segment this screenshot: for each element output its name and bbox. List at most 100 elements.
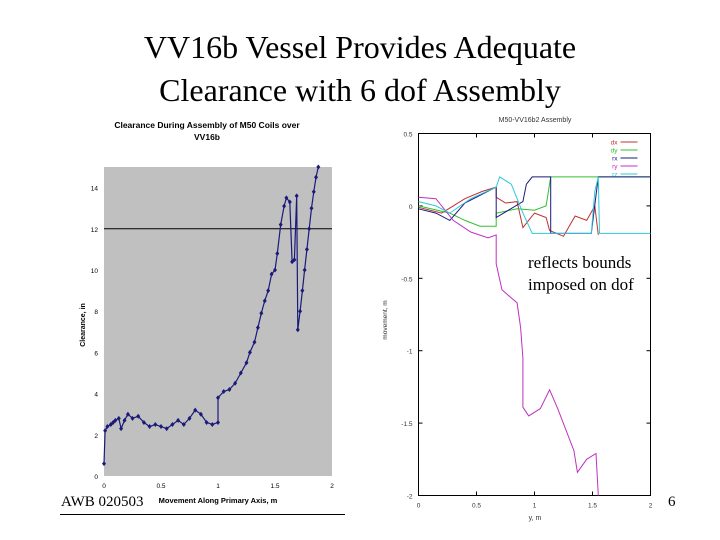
y-tick-label: 2 (94, 433, 98, 440)
data-point (210, 422, 215, 427)
y-tick-label: 0.5 (403, 132, 412, 139)
data-point (259, 310, 264, 316)
y-tick-label: 4 (94, 392, 98, 399)
dof-movement-chart: M50-VV16b2 Assembly 0.5 0 -0.5 -1 -1.5 -2 0 0.5… (382, 117, 653, 522)
data-point (292, 257, 297, 263)
y-tick-label: -0.5 (401, 276, 413, 283)
series-line-ry (418, 196, 599, 496)
y-tick-label: -1.5 (401, 421, 413, 428)
data-point (244, 360, 249, 366)
data-point (314, 174, 319, 180)
data-point (294, 193, 299, 199)
x-tick-label: 1.5 (270, 483, 279, 490)
x-axis-label: Movement Along Primary Axis, m (159, 496, 278, 505)
data-point (227, 386, 232, 392)
slide-title-line2: Clearance with 6 dof Assembly (159, 72, 561, 108)
data-point (233, 380, 238, 386)
y-axis-label: movement, m (382, 300, 389, 339)
x-axis-label: y, m (529, 515, 542, 522)
data-point (309, 205, 314, 211)
data-point (122, 417, 127, 423)
data-point (266, 288, 271, 294)
data-point (278, 222, 283, 228)
x-tick-label: 1 (216, 483, 220, 490)
clearance-chart: Clearance During Assembly of M50 Coils o… (80, 120, 334, 505)
data-point (193, 407, 198, 413)
data-point (125, 411, 130, 417)
data-point (102, 461, 106, 467)
data-point (262, 298, 267, 304)
chart-title-line1: Clearance During Assembly of M50 Coils o… (114, 120, 300, 130)
y-tick-label: -2 (407, 494, 413, 501)
data-point (116, 415, 121, 421)
legend-label: ry (612, 164, 618, 171)
data-point (304, 246, 309, 252)
series-line-rz (418, 176, 651, 234)
y-tick-label: 6 (94, 350, 98, 357)
y-tick-label: 0 (94, 474, 98, 481)
data-point (273, 267, 277, 273)
data-point (295, 327, 300, 333)
chart-title-line2: VV16b (194, 132, 220, 142)
footer-text: AWB 020503 (61, 494, 144, 510)
annotation: reflects bounds imposed on dof (528, 252, 634, 296)
data-point (141, 419, 146, 425)
data-point (159, 424, 163, 430)
data-point (176, 417, 181, 423)
data-point (284, 195, 289, 201)
data-point (216, 395, 220, 401)
x-tick-label: 2 (330, 483, 334, 490)
y-axis-label: Clearance, in (80, 303, 87, 347)
y-tick-label: 12 (91, 227, 99, 234)
y-tick-label: 0 (409, 204, 413, 211)
footer-rule (60, 514, 345, 515)
data-point (252, 339, 257, 345)
x-tick-label: 0.5 (156, 483, 165, 490)
slide-title-line1: VV16b Vessel Provides Adequate (143, 29, 577, 65)
data-point (105, 424, 110, 430)
legend-label: rz (612, 172, 617, 179)
data-point (282, 203, 287, 209)
data-point (164, 426, 169, 432)
data-point (130, 415, 135, 421)
x-tick-label: 0 (417, 503, 421, 510)
x-tick-label: 0 (102, 483, 106, 490)
x-tick-label: 1 (533, 503, 537, 510)
data-point (287, 199, 292, 205)
data-point (153, 422, 158, 427)
data-point (136, 413, 141, 419)
x-tick-label: 2 (649, 503, 653, 510)
data-point (247, 349, 252, 355)
data-point (300, 288, 305, 294)
series-line (103, 166, 319, 464)
series-line-dx (418, 186, 599, 237)
y-tick-label: 14 (91, 186, 99, 193)
data-point (204, 419, 209, 425)
data-point (216, 419, 220, 425)
data-point (298, 308, 303, 314)
plot-frame (418, 133, 651, 496)
legend-label: dx (611, 140, 619, 147)
data-point (103, 428, 108, 434)
chart-title: M50-VV16b2 Assembly (499, 117, 572, 124)
data-point (187, 415, 192, 421)
data-point (316, 164, 321, 170)
data-point (255, 325, 260, 331)
data-point (307, 226, 312, 232)
data-point (302, 267, 307, 273)
data-point (198, 411, 203, 417)
y-tick-label: -1 (407, 349, 413, 356)
data-point (238, 370, 243, 376)
y-tick-label: 8 (94, 309, 98, 316)
annotation-line1: reflects bounds (528, 253, 632, 272)
annotation-line2: imposed on dof (528, 275, 634, 294)
data-point (181, 422, 186, 427)
y-tick-label: 10 (91, 268, 99, 275)
data-point (269, 271, 274, 277)
legend-label: rx (612, 156, 618, 163)
data-point (147, 424, 152, 430)
data-point (275, 251, 280, 257)
data-point (119, 426, 124, 432)
page-number: 6 (668, 494, 676, 510)
x-tick-label: 0.5 (472, 503, 481, 510)
